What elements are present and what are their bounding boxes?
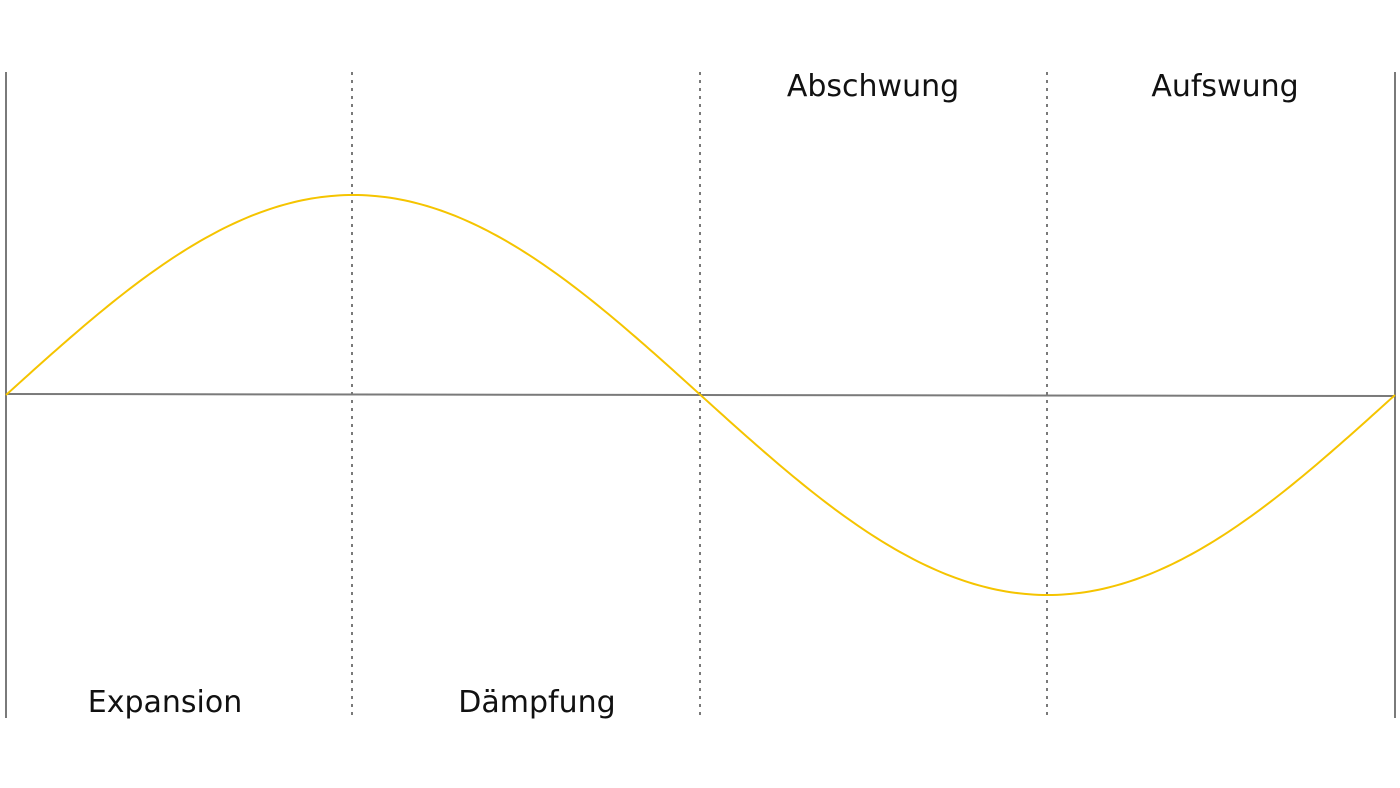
phase-label-daempfung: Dämpfung: [458, 685, 615, 720]
phase-label-expansion: Expansion: [88, 685, 242, 720]
phase-label-aufswung: Aufswung: [1151, 69, 1298, 104]
cycle-curve: [5, 193, 1396, 597]
phase-label-abschwung: Abschwung: [787, 69, 959, 104]
